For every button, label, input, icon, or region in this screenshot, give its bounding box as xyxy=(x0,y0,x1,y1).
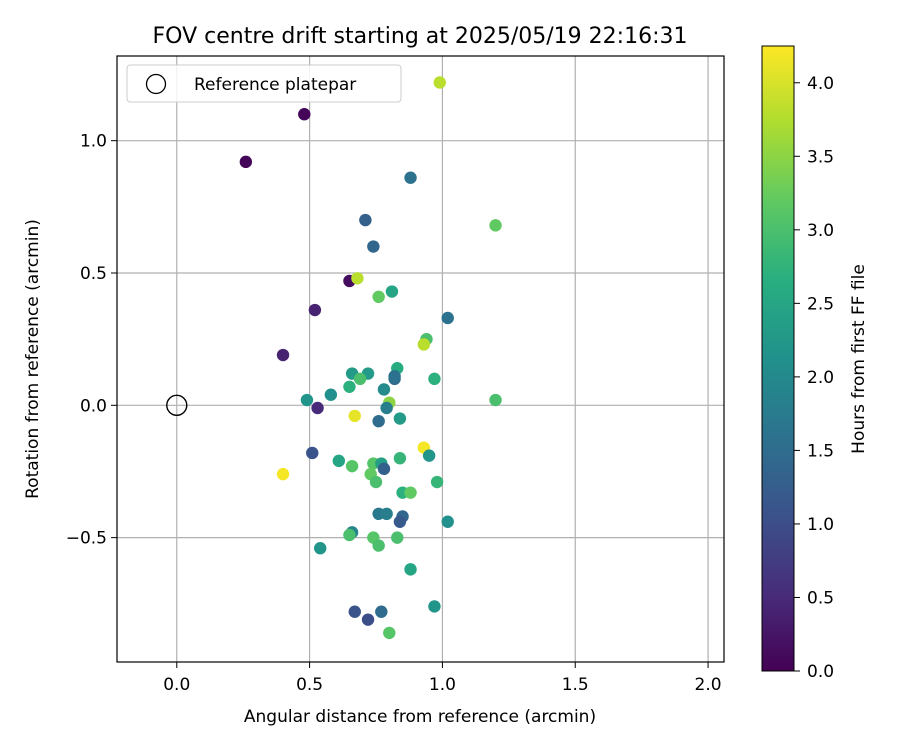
data-point xyxy=(489,219,502,232)
data-point xyxy=(367,240,380,253)
y-tick-label: 1.0 xyxy=(80,132,107,152)
data-point xyxy=(380,401,393,415)
data-point xyxy=(383,626,396,640)
data-point xyxy=(361,613,375,626)
x-tick-label: 0.5 xyxy=(296,675,323,695)
data-point xyxy=(351,272,364,285)
x-axis-label: Angular distance from reference (arcmin) xyxy=(244,707,596,727)
data-point xyxy=(404,171,417,184)
data-point xyxy=(343,380,356,393)
colorbar-gradient xyxy=(761,45,795,672)
data-point xyxy=(393,515,407,528)
data-point xyxy=(375,605,388,618)
data-point xyxy=(380,507,393,521)
data-point xyxy=(308,303,322,317)
plot-frame xyxy=(116,55,725,663)
data-point xyxy=(276,348,290,362)
data-point xyxy=(428,600,441,613)
data-point xyxy=(372,290,385,304)
colorbar-tick-label: 1.0 xyxy=(807,515,834,535)
legend: Reference platepar xyxy=(126,64,402,103)
colorbar-tick-label: 3.0 xyxy=(807,221,834,241)
colorbar-tick-label: 3.5 xyxy=(807,147,834,167)
data-point xyxy=(388,370,401,383)
data-point xyxy=(298,108,311,121)
chart-title: FOV centre drift starting at 2025/05/19 … xyxy=(153,24,688,49)
x-tick-label: 1.5 xyxy=(562,675,589,695)
data-point xyxy=(430,475,444,489)
y-tick-label: 0.5 xyxy=(80,264,107,284)
x-tick-label: 1.0 xyxy=(429,675,456,695)
data-point xyxy=(404,486,417,499)
y-axis-ticks: −0.5 0.0 0.5 1.0 xyxy=(66,132,117,549)
data-point xyxy=(311,401,324,415)
legend-marker-reference xyxy=(145,73,167,95)
data-point xyxy=(348,409,361,423)
data-point xyxy=(306,446,319,460)
colorbar-tick-label: 2.5 xyxy=(807,294,834,314)
data-point xyxy=(377,462,391,476)
data-point xyxy=(300,393,314,407)
data-point xyxy=(489,393,502,407)
data-point xyxy=(372,414,385,428)
data-point xyxy=(417,338,431,351)
legend-label-reference: Reference platepar xyxy=(194,75,356,95)
reference-marker xyxy=(166,394,188,417)
colorbar-ticks: 0.0 0.5 1.0 1.5 2.0 2.5 3.0 3.5 4.0 xyxy=(794,74,834,682)
data-point xyxy=(353,372,367,386)
data-point xyxy=(359,213,372,227)
data-point xyxy=(377,383,391,396)
data-point xyxy=(314,542,327,555)
colorbar-tick-label: 0.0 xyxy=(807,662,834,682)
data-point xyxy=(324,388,338,401)
data-point xyxy=(343,528,356,542)
data-point xyxy=(428,372,441,386)
data-point xyxy=(276,467,290,481)
colorbar: 0.0 0.5 1.0 1.5 2.0 2.5 3.0 3.5 4.0 Hours from f… xyxy=(761,45,869,682)
data-point xyxy=(393,452,407,465)
colorbar-tick-label: 1.5 xyxy=(807,441,834,461)
reference-platepar-point xyxy=(166,394,188,417)
data-point xyxy=(239,155,253,169)
data-point xyxy=(433,76,446,89)
x-tick-label: 0.0 xyxy=(163,675,190,695)
y-tick-label: −0.5 xyxy=(66,529,107,549)
grid xyxy=(117,56,724,662)
y-tick-label: 0.0 xyxy=(80,396,107,416)
x-axis-ticks: 0.0 0.5 1.0 1.5 2.0 xyxy=(163,662,722,695)
colorbar-tick-label: 0.5 xyxy=(807,588,834,608)
x-tick-label: 2.0 xyxy=(695,675,722,695)
data-point xyxy=(391,531,404,544)
y-axis-label: Rotation from reference (arcmin) xyxy=(23,219,43,499)
data-point xyxy=(393,412,407,425)
data-point xyxy=(369,475,383,489)
data-point xyxy=(348,605,361,618)
data-point xyxy=(441,311,454,325)
data-point xyxy=(385,285,399,298)
data-point xyxy=(441,515,454,528)
data-points xyxy=(239,76,502,640)
legend-box xyxy=(126,64,402,103)
colorbar-tick-label: 2.0 xyxy=(807,368,834,388)
colorbar-label: Hours from first FF file xyxy=(849,264,869,454)
data-point xyxy=(404,563,417,576)
data-point xyxy=(422,449,436,462)
colorbar-tick-label: 4.0 xyxy=(807,74,834,94)
data-point xyxy=(345,459,359,473)
data-point xyxy=(332,454,346,468)
data-point xyxy=(372,539,385,552)
